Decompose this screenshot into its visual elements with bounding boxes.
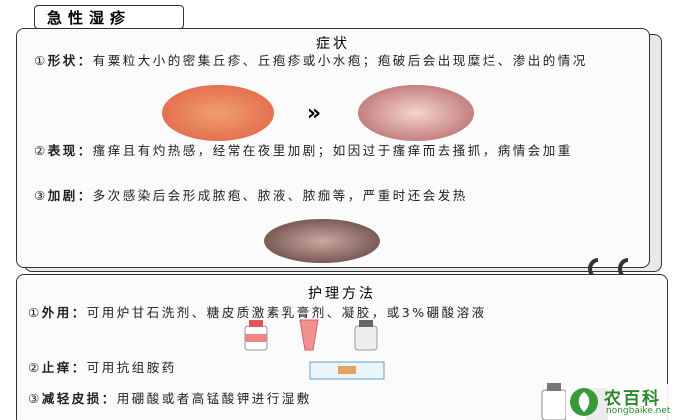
logo-name: 农百科 [604,389,661,409]
symptom-item: ②表现：瘙痒且有灼热感，经常在夜里加剧；如因过于瘙痒而去搔抓，病情会加重 [34,142,644,159]
marker: ② [28,360,42,375]
text: 多次感染后会形成脓疱、脓液、脓痂等，严重时还会发热 [92,188,468,203]
marker: ③ [34,188,48,203]
title-tab: 急性湿疹 [34,5,184,29]
medicine-bottles [244,319,378,351]
rash-photo [162,85,274,141]
text: 用硼酸或者高锰酸钾进行湿敷 [116,391,312,406]
label: 表现： [47,143,93,158]
blister-photo [358,85,474,141]
care-item: ①外用：可用炉甘石洗剂、糖皮质激素乳膏剂、凝胶，或3%硼酸溶液 [28,304,648,321]
marker: ① [34,53,48,68]
care-item: ③减轻皮损：用硼酸或者高锰酸钾进行湿敷 [28,390,548,407]
rash-images: » [162,85,474,141]
logo: 农百科 nongbaike.net [566,384,680,420]
marker: ① [28,305,42,320]
text: 有粟粒大小的密集丘疹、丘疱疹或小水疱；疱破后会出现糜烂、渗出的情况 [92,53,588,68]
label: 减轻皮损： [41,391,117,406]
symptom-item: ①形状：有粟粒大小的密集丘疹、丘疱疹或小水疱；疱破后会出现糜烂、渗出的情况 [34,52,634,69]
logo-icon [570,388,598,416]
marker: ③ [28,391,42,406]
marker: ② [34,143,48,158]
arrow: » [307,101,321,126]
text: 可用抗组胺药 [86,360,177,375]
section-heading: 护理方法 [308,286,376,302]
text: 可用炉甘石洗剂、糖皮质激素乳膏剂、凝胶，或3%硼酸溶液 [86,305,487,320]
logo-url: nongbaike.net [606,406,671,416]
section-heading: 症状 [316,36,350,52]
pustule-photo [264,219,380,263]
label: 止痒： [41,360,87,375]
label: 加剧： [47,188,93,203]
label: 形状： [47,53,93,68]
label: 外用： [41,305,87,320]
symptom-item: ③加剧：多次感染后会形成脓疱、脓液、脓痂等，严重时还会发热 [34,187,644,204]
medicine-box [309,361,385,380]
care-item: ②止痒：可用抗组胺药 [28,359,428,376]
text: 瘙痒且有灼热感，经常在夜里加剧；如因过于瘙痒而去搔抓，病情会加重 [92,143,573,158]
